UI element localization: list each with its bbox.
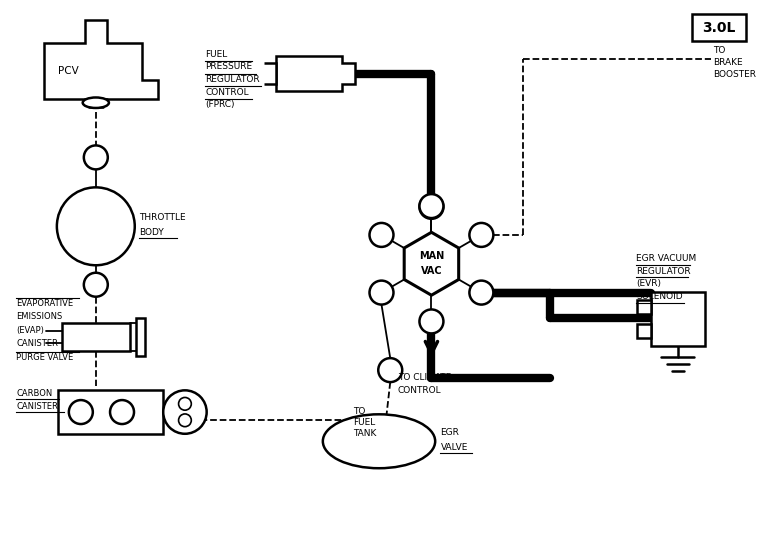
Text: PCV: PCV (58, 66, 79, 76)
Text: TO CLIMATE: TO CLIMATE (398, 373, 451, 382)
Text: CONTROL: CONTROL (398, 386, 441, 395)
Bar (651, 292, 705, 346)
Text: VALVE: VALVE (440, 443, 468, 452)
Circle shape (179, 398, 191, 410)
Ellipse shape (323, 414, 435, 468)
Text: REGULATOR: REGULATOR (636, 267, 691, 276)
Text: (EVAP): (EVAP) (16, 326, 45, 335)
Circle shape (110, 400, 134, 424)
Text: (EVR): (EVR) (636, 279, 661, 288)
Circle shape (378, 358, 402, 382)
Text: PURGE VALVE: PURGE VALVE (16, 353, 74, 362)
Text: SOLENOID: SOLENOID (636, 292, 682, 301)
Text: FUEL: FUEL (206, 50, 227, 58)
Bar (638, 324, 651, 338)
Text: CONTROL: CONTROL (206, 88, 249, 97)
Bar (692, 14, 746, 41)
Polygon shape (44, 20, 158, 99)
Text: MAN: MAN (419, 251, 444, 261)
Circle shape (84, 146, 108, 170)
Circle shape (420, 194, 444, 218)
Circle shape (470, 280, 494, 304)
Text: BOOSTER: BOOSTER (713, 70, 756, 79)
Text: VAC: VAC (420, 266, 442, 276)
Text: EGR: EGR (440, 428, 459, 437)
Circle shape (470, 223, 494, 247)
Text: 3.0L: 3.0L (702, 21, 736, 35)
Bar (62, 323, 129, 351)
Circle shape (420, 309, 444, 333)
Text: THROTTLE: THROTTLE (139, 213, 186, 222)
Circle shape (179, 414, 191, 427)
Polygon shape (263, 63, 276, 84)
Text: CARBON: CARBON (16, 389, 52, 398)
Text: TO: TO (713, 46, 725, 55)
Ellipse shape (82, 97, 109, 108)
Circle shape (69, 400, 93, 424)
Circle shape (420, 195, 444, 219)
Text: CANISTER: CANISTER (16, 339, 59, 348)
Text: REGULATOR: REGULATOR (206, 75, 259, 84)
Text: EMISSIONS: EMISSIONS (16, 312, 62, 322)
Text: EVAPORATIVE: EVAPORATIVE (16, 299, 74, 308)
Circle shape (84, 273, 108, 297)
Circle shape (57, 187, 135, 265)
Text: CANISTER: CANISTER (16, 402, 59, 411)
Text: TO: TO (353, 407, 366, 416)
Polygon shape (276, 56, 355, 91)
Text: EGR VACUUM: EGR VACUUM (636, 254, 696, 263)
Bar (638, 301, 651, 314)
Text: TANK: TANK (353, 429, 377, 438)
Text: BRAKE: BRAKE (713, 58, 743, 67)
Circle shape (370, 280, 393, 304)
Text: (FPRC): (FPRC) (206, 101, 235, 110)
Circle shape (370, 223, 393, 247)
Text: BODY: BODY (139, 228, 164, 237)
Polygon shape (404, 232, 459, 295)
Polygon shape (136, 318, 146, 356)
Text: FUEL: FUEL (353, 418, 376, 427)
Text: PRESSURE: PRESSURE (206, 62, 253, 71)
Circle shape (163, 391, 206, 434)
Bar (59, 391, 163, 434)
